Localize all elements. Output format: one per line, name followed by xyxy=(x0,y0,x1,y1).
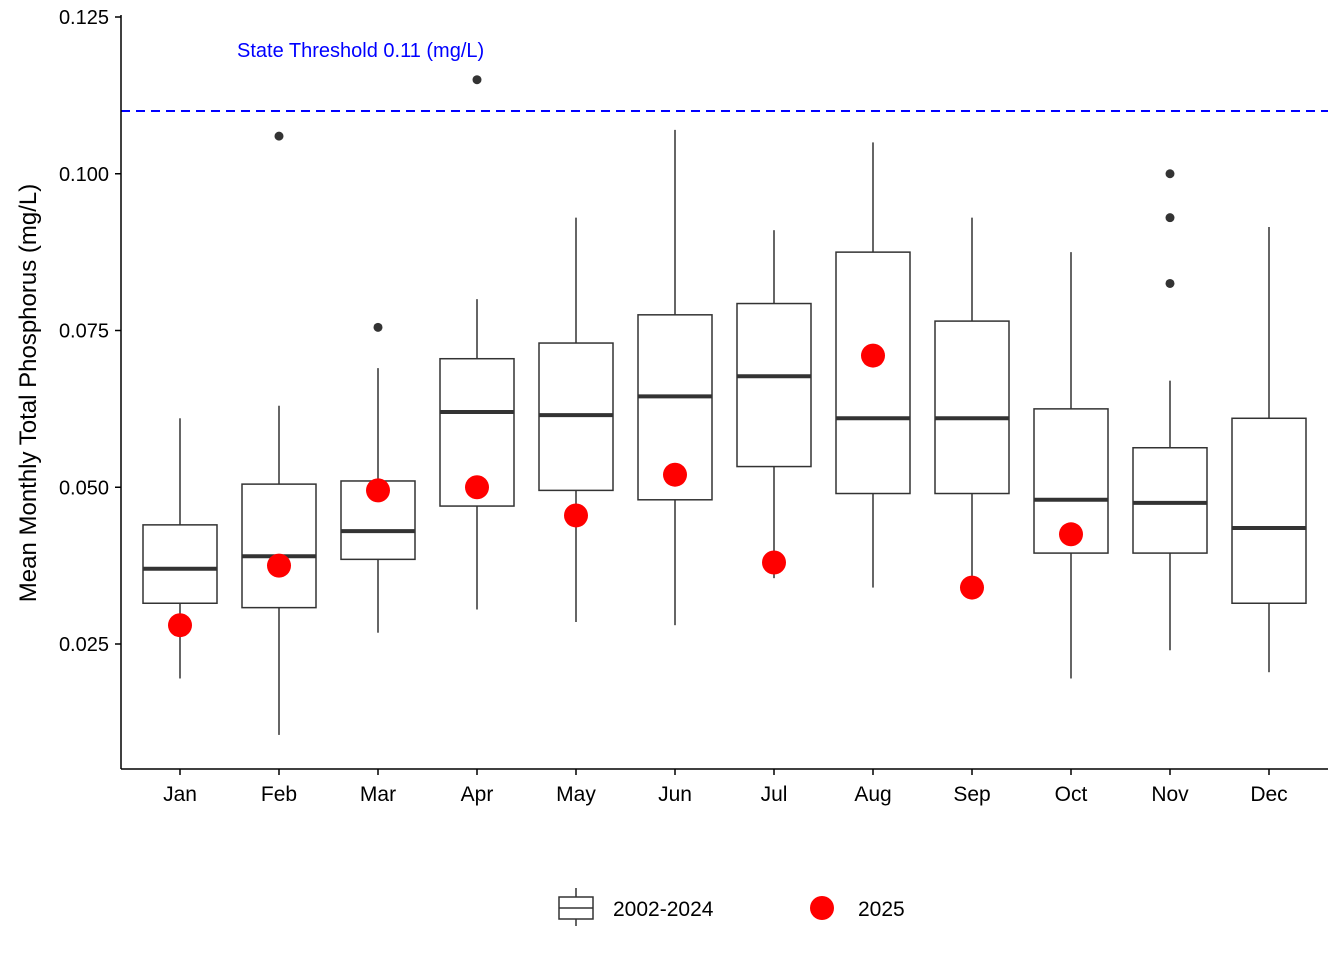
x-tick-label: Feb xyxy=(261,783,297,806)
box-jan xyxy=(142,418,218,679)
x-tick-label: Oct xyxy=(1055,783,1088,806)
x-tick-label: Jun xyxy=(658,783,692,806)
outlier-point xyxy=(1165,169,1175,179)
x-tick-label: Nov xyxy=(1151,783,1189,806)
y-tick-label: 0.075 xyxy=(59,321,109,343)
point-2025-jun xyxy=(663,462,687,487)
point-2025-aug xyxy=(861,343,885,368)
y-tick-label: 0.100 xyxy=(59,164,109,186)
outlier-point xyxy=(1165,278,1175,288)
x-tick-label: Jul xyxy=(761,783,788,806)
x-tick-label: Apr xyxy=(461,783,494,806)
outlier-point xyxy=(274,131,284,141)
point-2025-sep xyxy=(960,575,984,600)
point-2025-jul xyxy=(762,550,786,575)
y-axis: 0.025 0.050 0.075 0.100 0.125 xyxy=(59,7,122,769)
outlier-point xyxy=(1165,213,1175,223)
box-nov xyxy=(1132,169,1208,651)
iqr-box xyxy=(934,320,1010,495)
y-tick-label: 0.125 xyxy=(59,7,109,29)
iqr-box xyxy=(835,251,911,495)
x-tick-label: Aug xyxy=(854,783,891,806)
threshold-label: State Threshold 0.11 (mg/L) xyxy=(237,40,484,62)
box-apr xyxy=(439,75,515,610)
y-axis-title: Mean Monthly Total Phosphorus (mg/L) xyxy=(15,184,42,602)
box-aug xyxy=(835,142,911,588)
iqr-box xyxy=(1132,446,1208,554)
iqr-box xyxy=(241,483,317,609)
box-mar xyxy=(340,322,416,633)
box-sep xyxy=(934,217,1010,585)
x-tick-label: Sep xyxy=(953,783,990,806)
point-2025-apr xyxy=(465,475,489,500)
threshold-layer: State Threshold 0.11 (mg/L) xyxy=(121,40,1328,113)
box-dec xyxy=(1231,227,1307,673)
box-may xyxy=(538,217,614,623)
iqr-box xyxy=(736,302,812,468)
box-jun xyxy=(637,129,713,626)
point-2025-mar xyxy=(366,478,390,503)
x-tick-label: May xyxy=(556,783,596,806)
point-2025-jan xyxy=(168,613,192,638)
legend-box-key xyxy=(558,888,594,926)
x-tick-label: Dec xyxy=(1250,783,1287,806)
legend-label-points: 2025 xyxy=(858,898,905,921)
legend-label-boxes: 2002-2024 xyxy=(613,898,714,921)
box-jul xyxy=(736,230,812,579)
boxes-layer xyxy=(142,75,1307,735)
box-oct xyxy=(1033,252,1109,679)
legend-point-key xyxy=(810,896,834,920)
x-axis: Jan Feb Mar Apr May Jun Jul Aug Sep Oct Nov Dec xyxy=(121,768,1328,806)
y-tick-label: 0.025 xyxy=(59,634,109,656)
y-tick-label: 0.050 xyxy=(59,477,109,499)
iqr-box xyxy=(142,524,218,604)
point-2025-oct xyxy=(1059,522,1083,547)
outlier-point xyxy=(373,322,383,332)
outlier-point xyxy=(472,75,482,85)
legend: 2002-2024 2025 xyxy=(558,888,905,926)
x-tick-label: Jan xyxy=(163,783,197,806)
x-tick-label: Mar xyxy=(360,783,396,806)
iqr-box xyxy=(1231,417,1307,604)
points-layer xyxy=(168,343,1083,638)
box-feb xyxy=(241,131,317,735)
point-2025-feb xyxy=(267,553,291,578)
point-2025-may xyxy=(564,503,588,528)
